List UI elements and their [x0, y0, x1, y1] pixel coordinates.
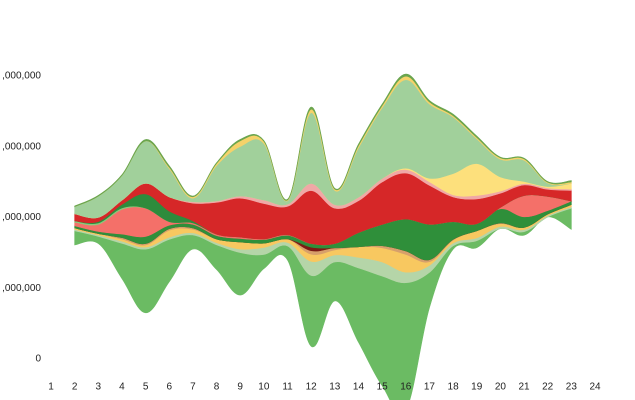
- y-tick-label: ,000,000: [2, 141, 41, 152]
- stream-layer-15: [74, 73, 572, 208]
- x-tick-label: 22: [542, 382, 554, 393]
- y-tick-label: ,000,000: [2, 71, 41, 82]
- x-tick-label: 19: [471, 382, 483, 393]
- x-tick-label: 4: [119, 382, 125, 393]
- x-tick-label: 14: [353, 382, 365, 393]
- stream-layers: [74, 73, 573, 400]
- y-tick-label: ,000,000: [2, 212, 41, 223]
- x-tick-label: 15: [377, 382, 389, 393]
- x-tick-label: 24: [589, 382, 601, 393]
- x-tick-label: 5: [143, 382, 149, 393]
- x-tick-label: 16: [400, 382, 412, 393]
- y-tick-label: 0: [35, 354, 41, 365]
- x-tick-label: 10: [258, 382, 270, 393]
- x-tick-label: 2: [72, 382, 78, 393]
- x-tick-label: 23: [566, 382, 578, 393]
- x-tick-label: 3: [96, 382, 102, 393]
- x-tick-label: 8: [214, 382, 220, 393]
- x-tick-label: 17: [424, 382, 436, 393]
- x-tick-label: 9: [237, 382, 243, 393]
- x-tick-label: 12: [306, 382, 318, 393]
- x-tick-label: 13: [329, 382, 341, 393]
- x-tick-label: 20: [495, 382, 507, 393]
- x-tick-label: 7: [190, 382, 196, 393]
- x-tick-label: 11: [282, 382, 293, 393]
- y-axis: 0 ,000,000 ,000,000 ,000,000 ,000,000: [2, 71, 41, 365]
- x-tick-label: 21: [518, 382, 530, 393]
- y-tick-label: ,000,000: [2, 283, 41, 294]
- x-axis: 1 2 3 4 5 6 7 8 9 10 11 12 13 14 15 16 17 18 19 20 21 22 23 24: [48, 382, 601, 393]
- x-tick-label: 18: [448, 382, 460, 393]
- x-tick-label: 6: [166, 382, 172, 393]
- x-tick-label: 1: [48, 382, 54, 393]
